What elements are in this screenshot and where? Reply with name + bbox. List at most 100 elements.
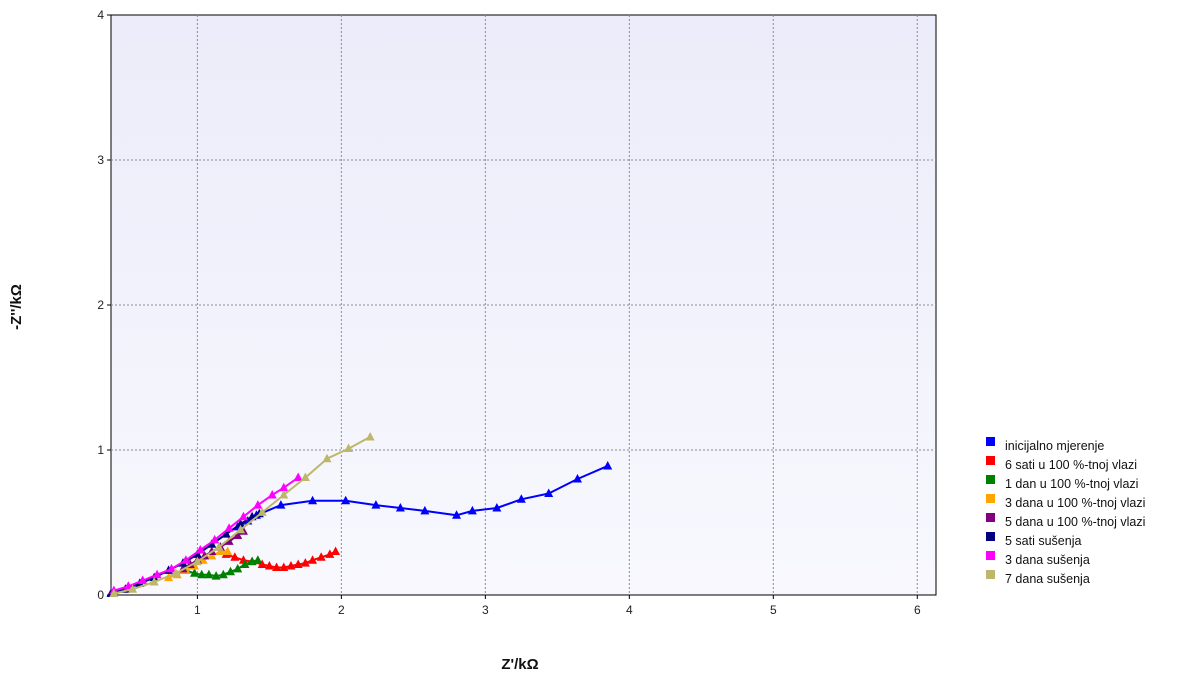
data-point-marker xyxy=(236,524,246,534)
data-point-marker xyxy=(211,571,221,580)
data-point-marker xyxy=(257,559,267,569)
series-line xyxy=(237,464,609,528)
data-point-marker xyxy=(207,539,217,548)
data-point-marker xyxy=(331,546,341,555)
data-point-marker xyxy=(198,555,208,564)
legend-entry: 3 dana u 100 %-tnoj vlazi xyxy=(1005,496,1145,510)
data-point-marker xyxy=(572,474,582,483)
data-point-marker xyxy=(197,569,207,579)
data-point-marker xyxy=(395,503,405,512)
data-point-marker xyxy=(221,529,231,538)
series-layer xyxy=(106,431,613,598)
data-point-marker xyxy=(420,505,430,515)
data-point-marker xyxy=(215,546,225,555)
data-point-marker xyxy=(149,576,159,586)
x-tick-label: 4 xyxy=(626,603,633,617)
x-tick-label: 6 xyxy=(914,603,921,617)
legend-entry: 5 sati sušenja xyxy=(1005,534,1081,548)
data-point-marker xyxy=(181,555,191,564)
data-point-marker xyxy=(166,563,176,573)
data-point-marker xyxy=(316,552,326,561)
legend-swatch xyxy=(986,494,995,503)
data-point-marker xyxy=(286,561,296,570)
x-axis-title: Z'/kΩ xyxy=(501,656,538,673)
data-point-marker xyxy=(253,500,263,509)
x-tick-label: 5 xyxy=(770,603,777,617)
y-tick-label: 2 xyxy=(97,298,104,312)
data-point-marker xyxy=(238,511,248,521)
data-point-marker xyxy=(452,510,462,519)
data-point-marker xyxy=(192,549,202,558)
legend-entry: 1 dan u 100 %-tnoj vlazi xyxy=(1005,477,1138,491)
data-point-marker xyxy=(207,550,217,560)
data-point-marker xyxy=(344,443,354,453)
data-point-marker xyxy=(109,588,119,598)
data-point-marker xyxy=(138,575,148,584)
data-point-marker xyxy=(279,489,289,499)
data-point-marker xyxy=(300,558,310,567)
data-point-marker xyxy=(204,569,214,579)
y-tick-label: 3 xyxy=(97,153,104,167)
data-point-marker xyxy=(365,431,375,441)
tick-labels: 1 2 3 4 5 6 0 1 2 3 4 xyxy=(97,8,921,617)
data-point-marker xyxy=(371,500,381,509)
data-point-marker xyxy=(308,495,318,505)
data-point-marker xyxy=(300,472,310,482)
data-point-marker xyxy=(223,546,233,555)
data-point-marker xyxy=(544,488,554,497)
data-point-marker xyxy=(467,505,477,515)
data-point-marker xyxy=(240,559,250,569)
data-point-marker xyxy=(236,518,246,528)
legend-swatch xyxy=(986,513,995,522)
data-point-marker xyxy=(224,523,234,532)
data-point-marker xyxy=(267,489,277,499)
x-tick-label: 1 xyxy=(194,603,201,617)
data-point-marker xyxy=(123,581,133,590)
data-point-marker xyxy=(190,568,200,577)
data-point-marker xyxy=(210,534,220,544)
data-point-marker xyxy=(276,500,286,509)
data-point-marker xyxy=(603,460,613,470)
x-tick-label: 2 xyxy=(338,603,345,617)
legend: inicijalno mjerenje 6 sati u 100 %-tnoj v… xyxy=(986,437,1145,586)
data-point-marker xyxy=(128,584,138,593)
data-point-marker xyxy=(492,503,502,512)
data-point-marker xyxy=(279,562,289,571)
y-axis-title: -Z''/kΩ xyxy=(8,284,25,330)
legend-entry: 3 dana sušenja xyxy=(1005,553,1090,567)
y-tick-label: 4 xyxy=(97,8,104,22)
legend-swatch xyxy=(986,475,995,484)
data-point-marker xyxy=(293,472,303,482)
legend-swatch xyxy=(986,532,995,541)
data-point-marker xyxy=(325,549,335,558)
data-point-marker xyxy=(272,562,282,571)
data-point-marker xyxy=(341,495,351,505)
data-point-marker xyxy=(308,555,318,564)
data-point-marker xyxy=(233,530,243,540)
y-tick-label: 1 xyxy=(97,443,104,457)
data-point-marker xyxy=(195,545,205,554)
data-point-marker xyxy=(218,569,228,579)
legend-swatch xyxy=(986,456,995,465)
x-tick-label: 3 xyxy=(482,603,489,617)
legend-swatch xyxy=(986,551,995,560)
data-point-marker xyxy=(226,566,236,576)
data-point-marker xyxy=(152,569,162,579)
data-point-marker xyxy=(192,556,202,566)
data-point-marker xyxy=(214,542,224,551)
grid-lines xyxy=(111,15,936,595)
data-point-marker xyxy=(230,552,240,561)
data-point-marker xyxy=(516,494,526,503)
legend-entry: 6 sati u 100 %-tnoj vlazi xyxy=(1005,458,1137,472)
data-point-marker xyxy=(293,559,303,569)
series-group xyxy=(109,431,375,598)
legend-entry: inicijalno mjerenje xyxy=(1005,439,1104,453)
data-point-marker xyxy=(264,561,274,570)
data-point-marker xyxy=(253,555,263,564)
data-point-marker xyxy=(322,453,332,463)
legend-swatch xyxy=(986,437,995,446)
legend-swatch xyxy=(986,570,995,579)
legend-entry: 5 dana u 100 %-tnoj vlazi xyxy=(1005,515,1145,529)
legend-entry: 7 dana sušenja xyxy=(1005,572,1090,586)
